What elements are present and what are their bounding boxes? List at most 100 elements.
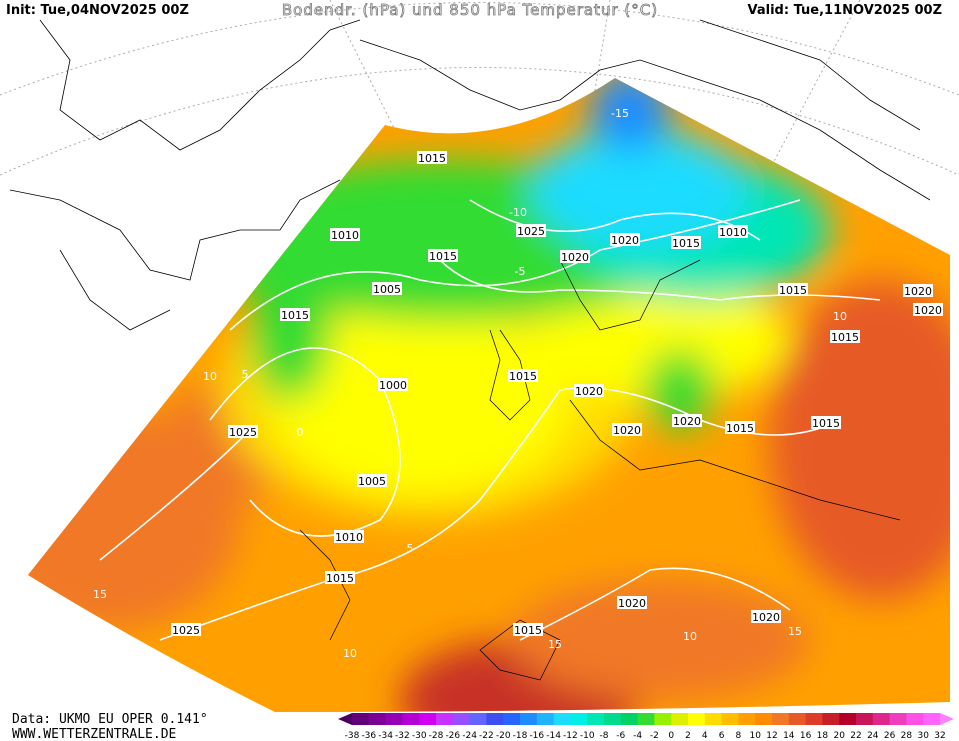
legend-tick-label: -8 — [600, 731, 609, 741]
isobar-label: 1025 — [229, 426, 257, 439]
legend-tick-label: 24 — [867, 731, 879, 741]
legend-tick-label: -28 — [429, 731, 444, 741]
legend-swatch — [772, 713, 790, 725]
legend-swatch — [385, 713, 403, 725]
legend-swatch — [604, 713, 622, 725]
legend-arrow — [338, 713, 352, 725]
isobar-label-box — [378, 378, 408, 391]
color-legend: -38 -36 -34 -32 -30 -28 -26 -24 -22 -20 -18 -16 -14-… — [338, 713, 954, 741]
legend-swatch — [721, 713, 739, 725]
legend-swatch — [654, 713, 672, 725]
legend-tick-label: -30 — [412, 731, 427, 741]
legend-swatch — [486, 713, 504, 725]
isobar-labels: 1015 1010 1015 1025 1020 1020 1015 1010 1005 1015… — [171, 151, 943, 637]
legend-tick-label: 30 — [917, 731, 929, 741]
legend-tick-label: -4 — [633, 731, 642, 741]
temperature-label: 0 — [297, 426, 304, 439]
temperature-label: 15 — [93, 588, 107, 601]
isobar-label-box — [913, 303, 943, 316]
isobar-label: 1000 — [379, 379, 407, 392]
isobar-label-box — [280, 308, 310, 321]
isobar-label-box — [718, 225, 748, 238]
valid-time: Valid: Tue,11NOV2025 00Z — [748, 3, 942, 18]
isobar-label-box — [672, 414, 702, 427]
isobar-label-box — [811, 416, 841, 429]
isobar-label: 1010 — [719, 226, 747, 239]
legend-swatch — [805, 713, 823, 725]
isobar-label: 1020 — [611, 234, 639, 247]
legend-tick-label: 16 — [800, 731, 812, 741]
isobar-label-box — [903, 284, 933, 297]
legend-swatch — [872, 713, 891, 725]
legend-swatch — [570, 713, 588, 725]
isobar-label-box — [508, 369, 538, 382]
isobar-label-box — [171, 623, 201, 636]
isobar-label: 1015 — [326, 572, 354, 585]
coastlines-outer — [9, 19, 931, 331]
isobar-label: 1015 — [831, 331, 859, 344]
isobar-label: 1020 — [561, 251, 589, 264]
isobar-label: 1015 — [509, 370, 537, 383]
legend-tick-label: -24 — [462, 731, 477, 741]
legend-tick-label: -26 — [445, 731, 460, 741]
legend-tick-label: 22 — [850, 731, 861, 741]
isobar-label-box — [372, 282, 402, 295]
isobar-label-box — [612, 423, 642, 436]
legend-swatch — [755, 713, 773, 725]
legend-swatch — [738, 713, 756, 725]
isobar-label: 1015 — [779, 284, 807, 297]
legend-swatch — [419, 713, 437, 725]
legend-swatch — [503, 713, 521, 725]
legend-swatch — [923, 713, 941, 725]
isobar-label: 1015 — [726, 422, 754, 435]
legend-tick-label: 10 — [749, 731, 761, 741]
data-source: Data: UKMO EU OPER 0.141° — [12, 712, 208, 727]
isobar-label: 1010 — [331, 229, 359, 242]
legend-swatch — [671, 713, 689, 725]
legend-tick-label: 4 — [702, 731, 708, 741]
isobar-label: 1015 — [514, 624, 542, 637]
isobar-label-box — [830, 330, 860, 343]
legend-swatch — [587, 713, 605, 725]
isobar-label-box — [428, 249, 458, 262]
legend-tick-label: -16 — [529, 731, 544, 741]
temperature-label: 15 — [788, 625, 802, 638]
temperature-label: -10 — [509, 206, 527, 219]
isobar-label-box — [725, 421, 755, 434]
legend-swatch — [788, 713, 807, 725]
isobar-label-box — [330, 228, 360, 241]
legend-tick-label: 26 — [884, 731, 896, 741]
isobar-label: 1005 — [373, 283, 401, 296]
isobar-label-box — [617, 596, 647, 609]
legend-swatch — [469, 713, 487, 725]
isobar-label: 1020 — [575, 385, 603, 398]
legend-swatch — [704, 713, 723, 725]
isobar-label: 1020 — [904, 285, 932, 298]
legend-swatch — [520, 713, 538, 725]
isobar-label-box — [574, 384, 604, 397]
isobar-label: 1025 — [172, 624, 200, 637]
isobar-label: 1015 — [672, 237, 700, 250]
legend-swatch — [620, 713, 639, 725]
isobar-label-box — [560, 250, 590, 263]
isobar-label: 1005 — [358, 475, 386, 488]
legend-tick-label: 18 — [817, 731, 829, 741]
legend-tick-label: -12 — [563, 731, 578, 741]
isobar-label-box — [778, 283, 808, 296]
legend-tick-label: -20 — [496, 731, 511, 741]
legend-tick-label: -36 — [361, 731, 376, 741]
temperature-label: -15 — [611, 107, 629, 120]
isobar-label: 1020 — [914, 304, 942, 317]
legend-swatch — [402, 713, 420, 725]
isobar-label-box — [516, 224, 546, 237]
isobar-label: 1015 — [281, 309, 309, 322]
legend-arrow — [940, 713, 954, 725]
isobar-label-box — [671, 236, 701, 249]
isobar-label-box — [610, 233, 640, 246]
isobar-label: 1020 — [673, 415, 701, 428]
legend-tick-label: 14 — [783, 731, 795, 741]
legend-tick-label: 8 — [736, 731, 742, 741]
legend-swatch — [906, 713, 924, 725]
